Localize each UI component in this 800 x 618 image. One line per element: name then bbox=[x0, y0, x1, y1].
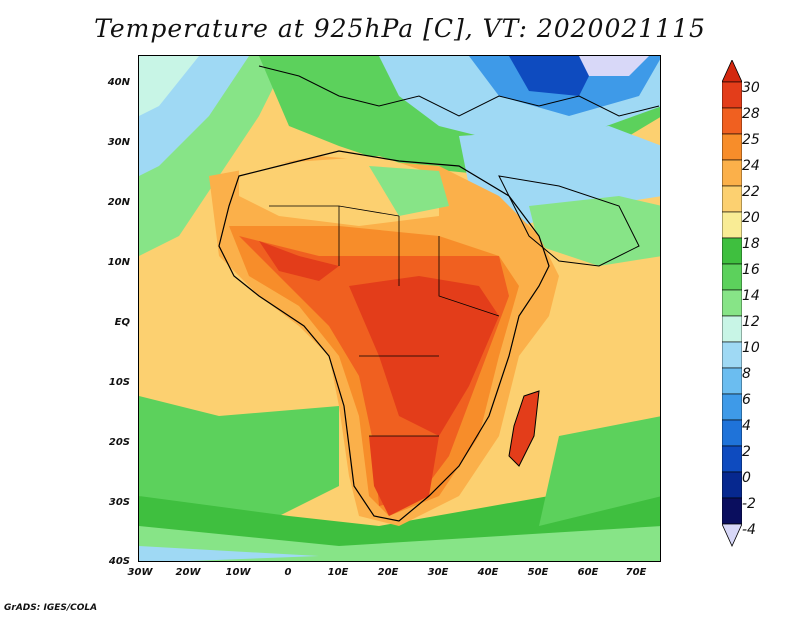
colorbar-swatch bbox=[722, 445, 742, 473]
credit-text: GrADS: IGES/COLA bbox=[4, 603, 98, 613]
map-plot-area bbox=[138, 55, 661, 562]
chart-title: Temperature at 925hPa [C], VT: 202002111… bbox=[94, 14, 706, 43]
map-svg bbox=[139, 56, 660, 561]
colorbar-label: 24 bbox=[742, 158, 760, 174]
indian-ocean-cool bbox=[539, 416, 660, 526]
colorbar-label: 6 bbox=[742, 392, 751, 408]
colorbar-label: 18 bbox=[742, 236, 760, 252]
lat-label: 30S bbox=[108, 497, 130, 508]
lat-label: 30N bbox=[107, 137, 130, 148]
lon-label: 30E bbox=[427, 567, 449, 578]
colorbar-label: 4 bbox=[742, 418, 751, 434]
lat-label: 40N bbox=[107, 77, 130, 88]
country-borders bbox=[269, 205, 500, 437]
lat-label: 20S bbox=[108, 437, 130, 448]
colorbar-swatch bbox=[722, 419, 742, 447]
colorbar-label: 16 bbox=[742, 262, 760, 278]
colorbar-swatch bbox=[722, 263, 742, 291]
colorbar-swatch bbox=[722, 211, 742, 239]
colorbar-label: 25 bbox=[742, 132, 760, 148]
southern-ocean-coldest bbox=[139, 546, 319, 561]
colorbar-swatch bbox=[722, 315, 742, 343]
southern-ocean-colder bbox=[139, 526, 660, 561]
colorbar-label: 28 bbox=[742, 106, 760, 122]
lat-label: EQ bbox=[114, 317, 130, 328]
lon-label: 20W bbox=[175, 567, 201, 578]
colorbar-swatch bbox=[722, 107, 742, 135]
lon-label: 60E bbox=[577, 567, 599, 578]
lon-label: 40E bbox=[477, 567, 499, 578]
colorbar-top-cap bbox=[722, 60, 742, 83]
lon-label: 50E bbox=[527, 567, 549, 578]
lon-label: 70E bbox=[625, 567, 647, 578]
lat-label: 20N bbox=[107, 197, 130, 208]
colorbar-label: 12 bbox=[742, 314, 760, 330]
colorbar-swatch bbox=[722, 185, 742, 213]
colorbar-bottom-cap bbox=[722, 523, 742, 547]
colorbar-label: 22 bbox=[742, 184, 760, 200]
colorbar-label: 20 bbox=[742, 210, 760, 226]
madagascar bbox=[509, 391, 539, 466]
colorbar-swatch bbox=[722, 81, 742, 109]
colorbar-label: 8 bbox=[742, 366, 751, 382]
libya-cool bbox=[369, 166, 449, 216]
colorbar-swatch bbox=[722, 497, 742, 525]
south-atlantic-cool bbox=[139, 396, 339, 526]
lon-label: 10W bbox=[225, 567, 251, 578]
colorbar-label: -4 bbox=[742, 522, 756, 538]
colorbar-label: 30 bbox=[742, 80, 760, 96]
lon-label: 0 bbox=[284, 567, 292, 578]
madagascar-outline bbox=[508, 390, 540, 467]
caucasus-coldest bbox=[579, 56, 649, 76]
lat-label: 10S bbox=[108, 377, 130, 388]
lon-label: 10E bbox=[327, 567, 349, 578]
arabia-coastline bbox=[498, 175, 640, 267]
colorbar-label: 10 bbox=[742, 340, 760, 356]
anatolia-colder bbox=[509, 56, 599, 96]
colorbar bbox=[722, 60, 742, 547]
southern-africa-hottest bbox=[369, 436, 439, 516]
lon-label: 30W bbox=[127, 567, 153, 578]
colorbar-swatch bbox=[722, 341, 742, 369]
colorbar-swatch bbox=[722, 133, 742, 161]
colorbar-swatch bbox=[722, 159, 742, 187]
africa-coastline bbox=[218, 150, 550, 522]
colorbar-label: 14 bbox=[742, 288, 760, 304]
colorbar-label: 2 bbox=[742, 444, 751, 460]
lon-label: 20E bbox=[377, 567, 399, 578]
lat-label: 10N bbox=[107, 257, 130, 268]
colorbar-swatch bbox=[722, 393, 742, 421]
colorbar-swatch bbox=[722, 289, 742, 317]
europe-coastline bbox=[258, 65, 660, 117]
arabia-mild bbox=[529, 196, 660, 266]
west-africa-hottest bbox=[259, 241, 339, 281]
colorbar-swatch bbox=[722, 367, 742, 395]
colorbar-swatch bbox=[722, 471, 742, 499]
colorbar-label: -2 bbox=[742, 496, 756, 512]
lat-label: 40S bbox=[108, 556, 130, 567]
north-atlantic-coldest bbox=[139, 56, 199, 116]
colorbar-swatch bbox=[722, 237, 742, 265]
colorbar-label: 0 bbox=[742, 470, 751, 486]
